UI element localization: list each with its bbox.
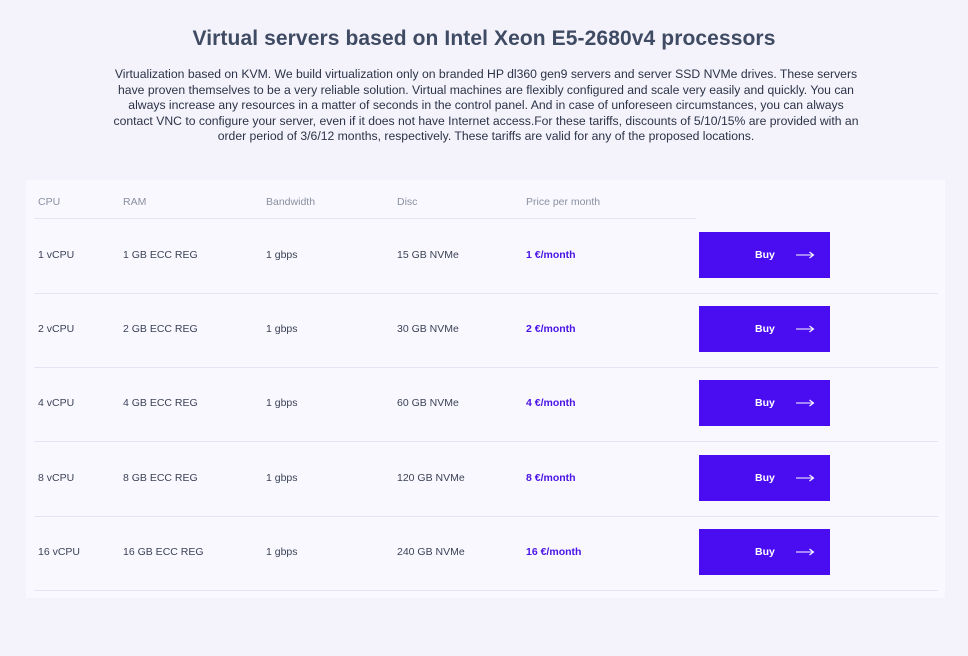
column-header-disc: Disc — [397, 196, 418, 208]
table-header: CPU RAM Bandwidth Disc Price per month — [34, 180, 696, 219]
cell-disc: 15 GB NVMe — [397, 249, 459, 261]
cell-ram: 4 GB ECC REG — [123, 397, 198, 409]
buy-button-label: Buy — [755, 546, 775, 558]
buy-button[interactable]: Buy — [699, 306, 830, 352]
column-header-cpu: CPU — [38, 196, 61, 208]
buy-button[interactable]: Buy — [699, 529, 830, 575]
cell-bandwidth: 1 gbps — [266, 249, 298, 261]
arrow-right-icon — [796, 251, 815, 259]
cell-price: 4 €/month — [526, 397, 576, 409]
cell-cpu: 8 vCPU — [38, 472, 75, 484]
column-header-ram: RAM — [123, 196, 147, 208]
arrow-right-icon — [796, 548, 815, 556]
buy-button-label: Buy — [755, 397, 775, 409]
cell-bandwidth: 1 gbps — [266, 472, 298, 484]
cell-price: 16 €/month — [526, 546, 582, 558]
table-row: 16 vCPU 16 GB ECC REG 1 gbps 240 GB NVMe… — [34, 516, 938, 591]
buy-button[interactable]: Buy — [699, 380, 830, 426]
column-header-price: Price per month — [526, 196, 601, 208]
arrow-right-icon — [796, 325, 815, 333]
buy-button-label: Buy — [755, 323, 775, 335]
page-title: Virtual servers based on Intel Xeon E5-2… — [192, 27, 776, 50]
cell-price: 1 €/month — [526, 249, 576, 261]
cell-disc: 240 GB NVMe — [397, 546, 465, 558]
buy-button-label: Buy — [755, 249, 775, 261]
column-header-bandwidth: Bandwidth — [266, 196, 316, 208]
cell-cpu: 1 vCPU — [38, 249, 75, 261]
table-row: 4 vCPU 4 GB ECC REG 1 gbps 60 GB NVMe 4 … — [34, 367, 938, 442]
pricing-table: CPU RAM Bandwidth Disc Price per month 1… — [26, 180, 945, 598]
cell-disc: 60 GB NVMe — [397, 397, 459, 409]
cell-ram: 16 GB ECC REG — [123, 546, 204, 558]
cell-ram: 2 GB ECC REG — [123, 323, 198, 335]
buy-button[interactable]: Buy — [699, 232, 830, 278]
table-row: 2 vCPU 2 GB ECC REG 1 gbps 30 GB NVMe 2 … — [34, 293, 938, 368]
cell-bandwidth: 1 gbps — [266, 397, 298, 409]
cell-cpu: 2 vCPU — [38, 323, 75, 335]
table-row: 1 vCPU 1 GB ECC REG 1 gbps 15 GB NVMe 1 … — [34, 219, 938, 294]
cell-ram: 8 GB ECC REG — [123, 472, 198, 484]
cell-ram: 1 GB ECC REG — [123, 249, 198, 261]
cell-cpu: 4 vCPU — [38, 397, 75, 409]
cell-bandwidth: 1 gbps — [266, 546, 298, 558]
table-row: 8 vCPU 8 GB ECC REG 1 gbps 120 GB NVMe 8… — [34, 442, 938, 517]
cell-cpu: 16 vCPU — [38, 546, 81, 558]
buy-button-label: Buy — [755, 472, 775, 484]
intro-description: Virtualization based on KVM. We build vi… — [113, 67, 859, 143]
cell-disc: 120 GB NVMe — [397, 472, 465, 484]
cell-price: 8 €/month — [526, 472, 576, 484]
cell-bandwidth: 1 gbps — [266, 323, 298, 335]
arrow-right-icon — [796, 474, 815, 482]
buy-button[interactable]: Buy — [699, 455, 830, 501]
cell-disc: 30 GB NVMe — [397, 323, 459, 335]
arrow-right-icon — [796, 399, 815, 407]
cell-price: 2 €/month — [526, 323, 576, 335]
